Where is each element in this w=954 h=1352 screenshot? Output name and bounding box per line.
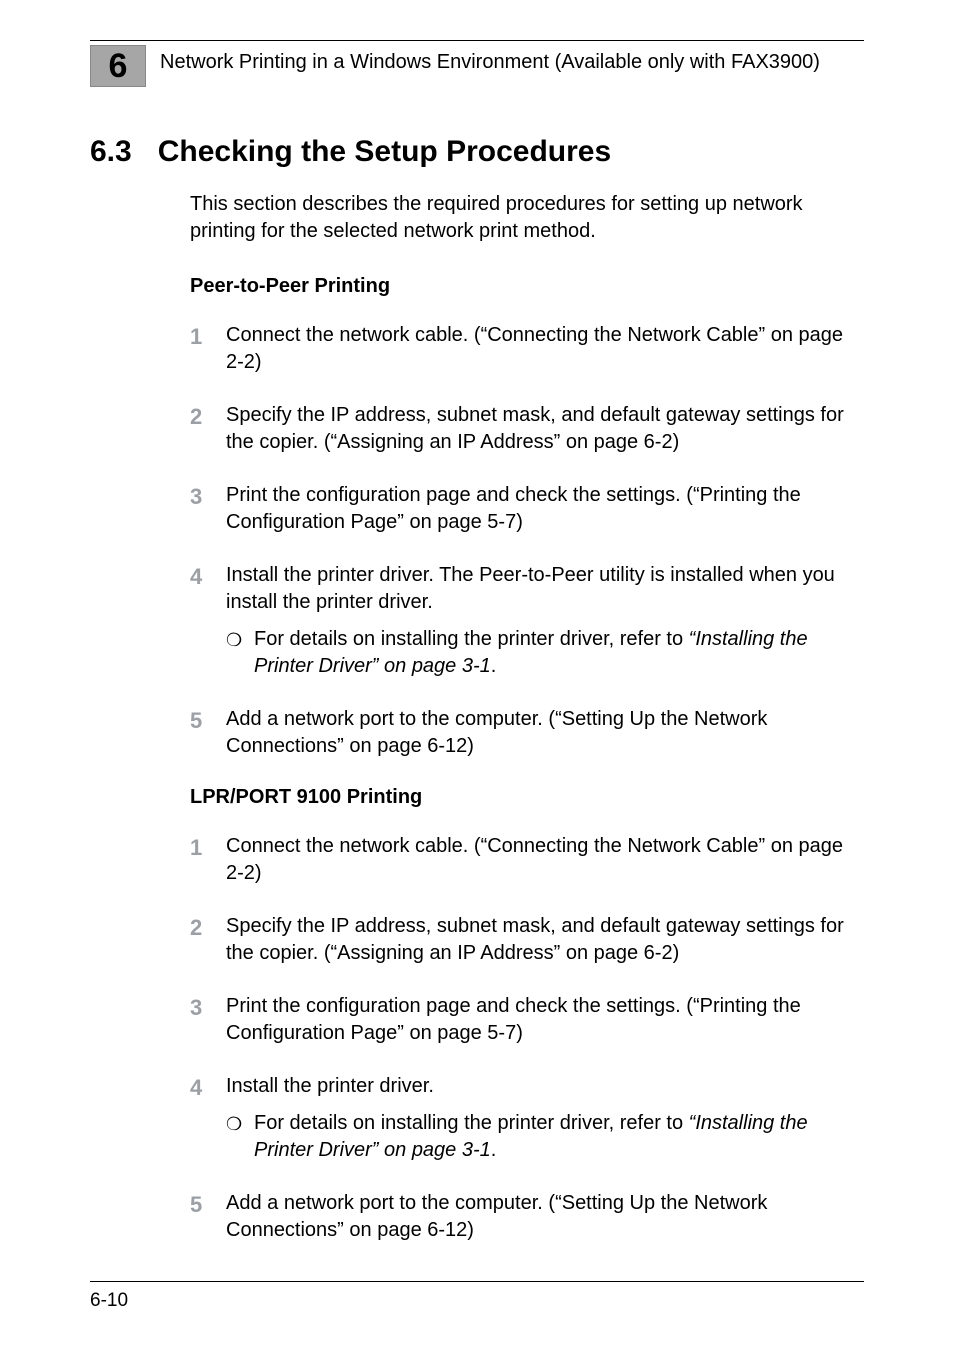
p2p-step-2: 2 Specify the IP address, subnet mask, a… [190, 402, 864, 456]
step-number: 3 [190, 993, 226, 1047]
section-intro: This section describes the required proc… [190, 191, 864, 245]
hollow-bullet-icon: ❍ [226, 626, 254, 680]
sub-bullet-post: . [491, 655, 497, 677]
page-footer: 6-10 [90, 1281, 864, 1312]
page: 6 Network Printing in a Windows Environm… [0, 0, 954, 1352]
step-number: 5 [190, 706, 226, 760]
sub-bullet-text: For details on installing the printer dr… [254, 1110, 864, 1164]
p2p-step-4: 4 Install the printer driver. The Peer-t… [190, 562, 864, 680]
section-title: Checking the Setup Procedures [158, 135, 611, 169]
step-text: Install the printer driver. ❍ For detail… [226, 1073, 864, 1164]
step-text: Print the configuration page and check t… [226, 482, 864, 536]
step-text: Specify the IP address, subnet mask, and… [226, 402, 864, 456]
step-number: 2 [190, 913, 226, 967]
page-number: 6-10 [90, 1290, 864, 1312]
step-number: 1 [190, 322, 226, 376]
sub-bullet-post: . [491, 1139, 497, 1161]
section-heading: 6.3 Checking the Setup Procedures [90, 135, 864, 169]
sub-bullet-pre: For details on installing the printer dr… [254, 1112, 689, 1134]
chapter-number-badge: 6 [90, 45, 146, 87]
step-text: Connect the network cable. (“Connecting … [226, 833, 864, 887]
step-text-main: Install the printer driver. The Peer-to-… [226, 564, 835, 613]
lpr-step-5: 5 Add a network port to the computer. (“… [190, 1190, 864, 1244]
step-number: 2 [190, 402, 226, 456]
step-sub-bullet: ❍ For details on installing the printer … [226, 626, 864, 680]
sub-bullet-text: For details on installing the printer dr… [254, 626, 864, 680]
step-number: 5 [190, 1190, 226, 1244]
step-text: Install the printer driver. The Peer-to-… [226, 562, 864, 680]
p2p-heading: Peer-to-Peer Printing [190, 275, 864, 298]
section-number: 6.3 [90, 135, 132, 169]
step-text: Add a network port to the computer. (“Se… [226, 1190, 864, 1244]
p2p-step-3: 3 Print the configuration page and check… [190, 482, 864, 536]
step-number: 3 [190, 482, 226, 536]
lpr-step-4: 4 Install the printer driver. ❍ For deta… [190, 1073, 864, 1164]
sub-bullet-pre: For details on installing the printer dr… [254, 628, 689, 650]
step-number: 4 [190, 562, 226, 680]
running-title: Network Printing in a Windows Environmen… [160, 47, 820, 74]
lpr-heading: LPR/PORT 9100 Printing [190, 786, 864, 809]
step-text: Connect the network cable. (“Connecting … [226, 322, 864, 376]
step-text: Print the configuration page and check t… [226, 993, 864, 1047]
lpr-step-1: 1 Connect the network cable. (“Connectin… [190, 833, 864, 887]
footer-rule [90, 1281, 864, 1282]
header-rule [90, 40, 864, 41]
lpr-step-3: 3 Print the configuration page and check… [190, 993, 864, 1047]
step-sub-bullet: ❍ For details on installing the printer … [226, 1110, 864, 1164]
p2p-step-1: 1 Connect the network cable. (“Connectin… [190, 322, 864, 376]
running-header: 6 Network Printing in a Windows Environm… [90, 47, 864, 89]
step-number: 4 [190, 1073, 226, 1164]
step-text-main: Install the printer driver. [226, 1075, 434, 1097]
hollow-bullet-icon: ❍ [226, 1110, 254, 1164]
step-number: 1 [190, 833, 226, 887]
step-text: Specify the IP address, subnet mask, and… [226, 913, 864, 967]
lpr-step-2: 2 Specify the IP address, subnet mask, a… [190, 913, 864, 967]
step-text: Add a network port to the computer. (“Se… [226, 706, 864, 760]
p2p-step-5: 5 Add a network port to the computer. (“… [190, 706, 864, 760]
